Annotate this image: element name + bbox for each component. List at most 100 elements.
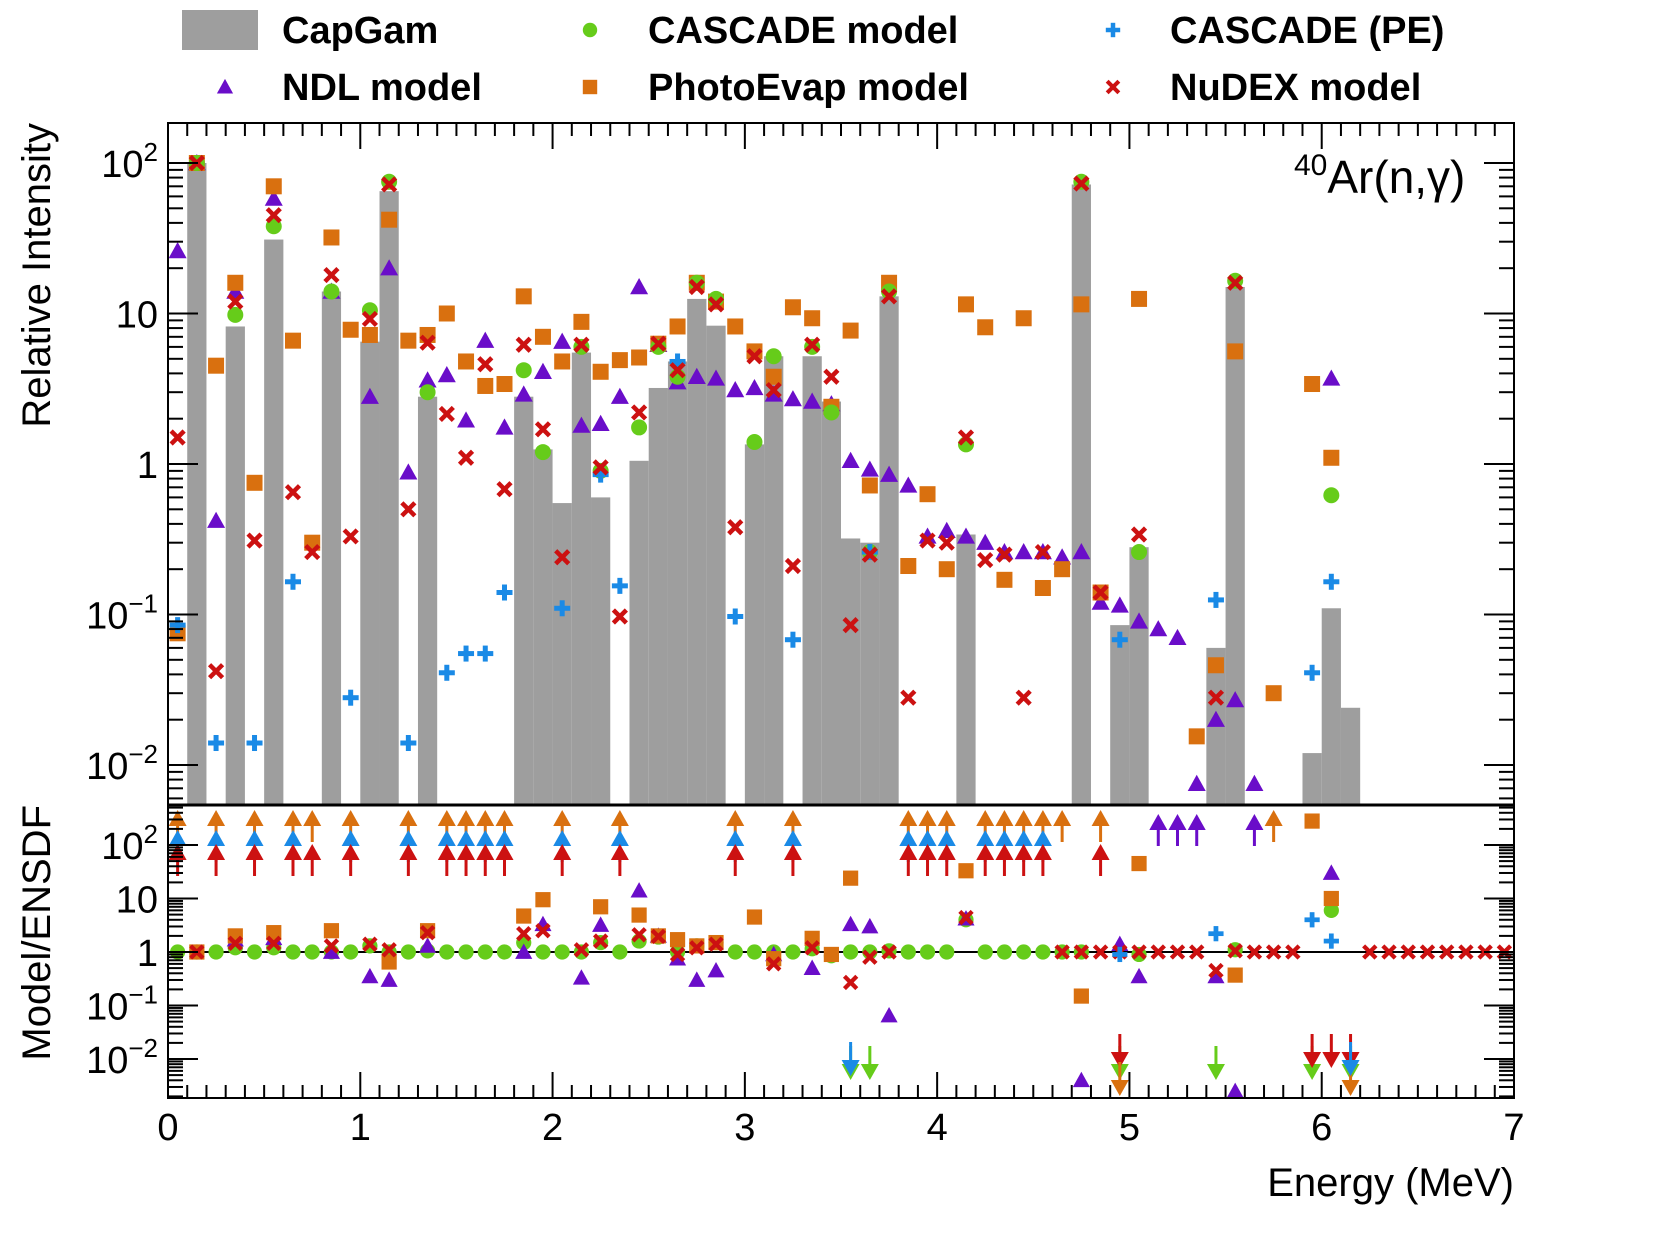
ratio-point <box>958 863 974 879</box>
ratio-point <box>516 908 532 924</box>
x-tick-label: 5 <box>1119 1107 1140 1149</box>
data-point <box>650 335 667 352</box>
arrow-nudex-model <box>399 844 418 876</box>
ratio-point <box>631 907 647 923</box>
data-point <box>399 463 418 480</box>
arrow-photoevap-model <box>1091 810 1110 842</box>
legend-label: NDL model <box>282 67 482 109</box>
legend-marker-ndl-model <box>216 78 234 94</box>
data-point <box>381 176 398 193</box>
data-point <box>957 429 975 446</box>
data-point <box>1073 296 1090 313</box>
ratio-point <box>1458 944 1474 960</box>
ratio-point <box>1419 944 1436 960</box>
capgam-bar <box>764 356 784 805</box>
y-axis-title-top: Relative Intensity <box>15 123 59 428</box>
capgam-bar <box>629 460 649 805</box>
ratio-point <box>535 892 551 908</box>
series-cascade-pe <box>169 353 1340 752</box>
data-point <box>554 549 571 566</box>
ratio-point <box>977 944 993 960</box>
capgam-bar <box>417 396 438 805</box>
ratio-point <box>1362 944 1378 960</box>
ratio-point <box>958 909 974 926</box>
arrow-cascade-model <box>860 1046 879 1080</box>
ratio-point <box>996 944 1013 960</box>
data-point <box>823 404 840 421</box>
capgam-bar <box>321 291 342 806</box>
data-point <box>323 266 340 284</box>
ratio-point <box>381 942 397 958</box>
data-point <box>1130 526 1148 543</box>
ratio-point <box>458 944 474 960</box>
arrow-nudex-model <box>976 844 995 876</box>
ratio-point <box>650 928 667 945</box>
ratio-point <box>766 956 782 972</box>
data-point <box>938 561 955 578</box>
data-point <box>727 519 744 536</box>
ratio-point <box>1226 1082 1244 1099</box>
arrow-nudex-model <box>726 844 745 876</box>
data-point <box>1265 685 1282 702</box>
arrow-nudex-model <box>457 844 476 876</box>
data-point <box>227 293 244 310</box>
data-point <box>918 527 937 544</box>
data-point <box>1131 544 1148 561</box>
data-point <box>361 326 378 343</box>
data-point <box>1015 689 1032 706</box>
ratio-point <box>323 923 340 939</box>
data-point <box>264 189 283 206</box>
data-point <box>323 229 340 246</box>
ratio-point <box>572 969 590 985</box>
ratio-point <box>535 923 551 939</box>
capgam-bar <box>744 444 765 805</box>
ratio-point <box>842 915 860 932</box>
data-point <box>784 557 802 575</box>
data-point <box>900 689 917 706</box>
arrow-nudex-model <box>899 844 918 876</box>
y-bottom-tick-label: 10−2 <box>86 1033 158 1082</box>
data-point <box>745 378 764 396</box>
data-point <box>631 349 648 366</box>
data-point <box>765 368 782 385</box>
data-point <box>1227 343 1244 360</box>
data-point <box>1072 543 1091 560</box>
data-point <box>1322 369 1341 386</box>
arrow-cascade-model <box>1206 1046 1225 1080</box>
data-point <box>707 369 726 386</box>
data-point <box>611 577 628 594</box>
legend-item-ndl-model: NDL model <box>216 67 482 109</box>
data-point <box>1188 728 1205 745</box>
capgam-bars <box>187 163 1361 806</box>
data-point <box>611 352 628 369</box>
data-point <box>669 353 686 370</box>
data-point <box>477 377 494 394</box>
capgam-bar <box>552 503 572 805</box>
arrow-nudex-model <box>495 844 514 876</box>
data-point <box>976 533 995 550</box>
data-point <box>438 664 455 681</box>
arrow-nudex-model <box>207 844 226 876</box>
ratio-point <box>362 936 378 952</box>
ratio-point <box>361 967 379 984</box>
ratio-point <box>304 944 320 960</box>
ratio-point <box>1073 988 1089 1004</box>
data-point <box>495 418 514 435</box>
capgam-bar <box>841 538 861 805</box>
ratio-point <box>246 944 263 960</box>
data-point <box>1227 274 1244 291</box>
data-point <box>437 366 456 383</box>
data-point <box>168 242 187 259</box>
data-point <box>1034 543 1051 561</box>
data-point <box>1187 774 1206 792</box>
capgam-bar <box>706 325 726 805</box>
data-point <box>1034 579 1051 596</box>
ratio-point <box>343 944 359 960</box>
ratio-point <box>746 944 763 960</box>
ratio-point <box>227 935 243 952</box>
arrow-cascade-pe <box>841 1042 860 1076</box>
arrow-nudex-model <box>1322 1034 1341 1068</box>
data-point <box>284 332 301 349</box>
x-tick-label: 1 <box>350 1107 371 1149</box>
data-point <box>381 211 398 228</box>
